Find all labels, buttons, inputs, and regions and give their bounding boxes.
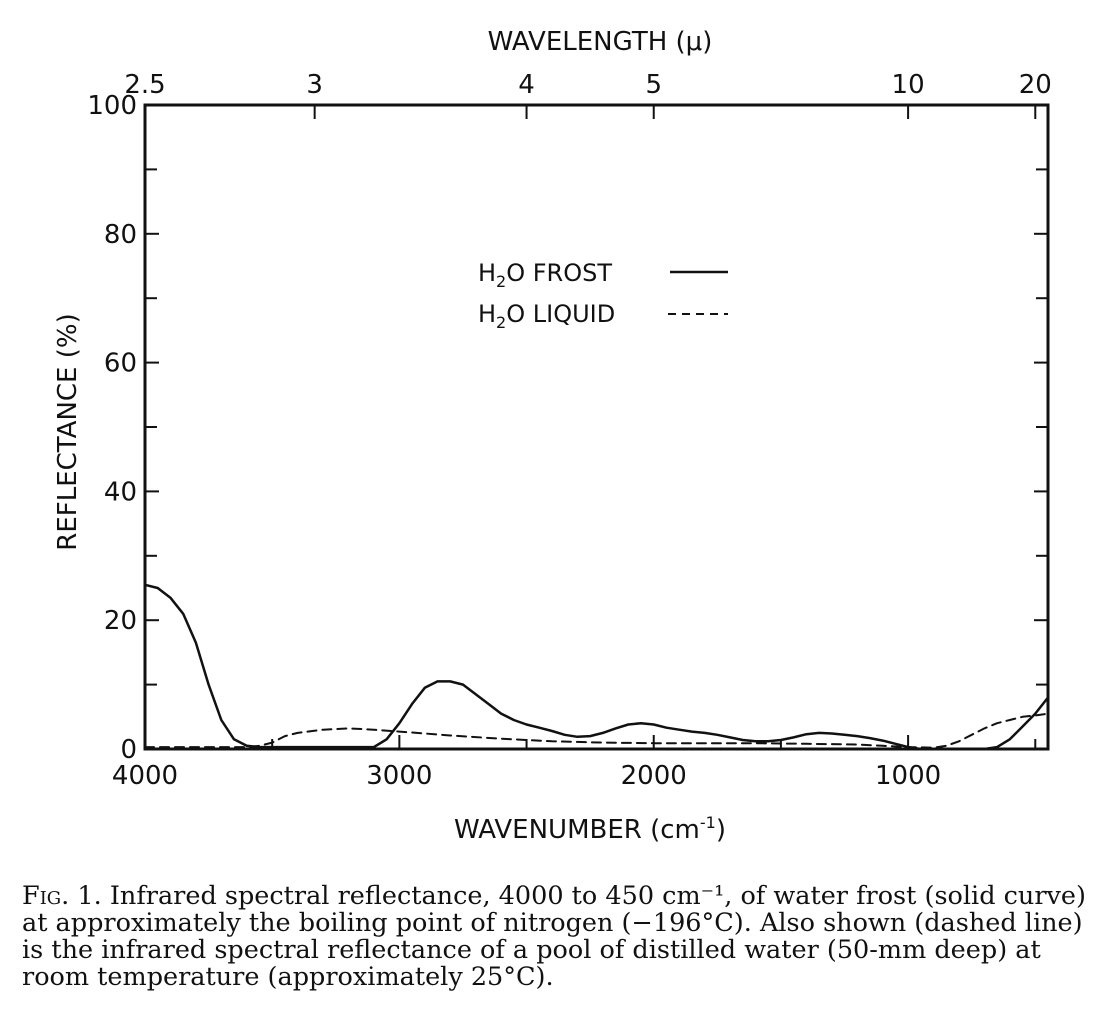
x-axis-title-superscript: -1	[700, 813, 716, 832]
top-tick-label: 4	[518, 70, 535, 100]
y-tick-label: 40	[104, 477, 137, 507]
x-tick-label: 3000	[366, 761, 432, 791]
series-line-liquid	[144, 712, 1049, 749]
top-tick-label: 3	[306, 70, 323, 100]
legend-liquid-sub: 2	[496, 313, 506, 332]
legend-label-frost: H2O FROST	[478, 259, 612, 291]
series-layer	[143, 583, 1050, 751]
caption-figure-label: Fig. 1.	[22, 881, 102, 911]
legend: H2O FROST H2O LIQUID	[478, 259, 728, 332]
x-axis-title-main: WAVENUMBER (cm	[454, 815, 700, 845]
y-tick-label: 100	[87, 91, 137, 121]
tick-labels: 0 20 40 60 80 100 4000 3000 2000 1000 2.5 3 4 5 10 20	[87, 70, 1051, 791]
plot-frame	[143, 103, 1050, 751]
y-axis-title: REFLECTANCE (%)	[53, 313, 83, 550]
tick-marks	[144, 104, 1048, 750]
legend-liquid-post: O LIQUID	[506, 300, 615, 328]
y-tick-label: 80	[104, 220, 137, 250]
legend-liquid-pre: H	[478, 300, 496, 328]
x-tick-label: 1000	[875, 761, 941, 791]
legend-label-liquid: H2O LIQUID	[478, 300, 615, 332]
y-tick-label: 20	[104, 606, 137, 636]
x-tick-label: 4000	[112, 761, 178, 791]
legend-frost-sub: 2	[496, 272, 506, 291]
x-axis-title: WAVENUMBER (cm-1)	[454, 813, 726, 845]
top-axis-title: WAVELENGTH (μ)	[488, 27, 713, 57]
top-tick-label: 20	[1019, 70, 1052, 100]
top-tick-label: 10	[892, 70, 925, 100]
y-tick-label: 60	[104, 349, 137, 379]
figure-caption: Fig. 1. Infrared spectral reflectance, 4…	[22, 883, 1092, 991]
legend-frost-pre: H	[478, 259, 496, 287]
y-tick-label: 0	[120, 735, 137, 765]
top-tick-label: 5	[645, 70, 662, 100]
x-tick-label: 2000	[621, 761, 687, 791]
x-axis-title-close: )	[716, 815, 726, 845]
series-line-frost	[143, 583, 1050, 751]
top-tick-label: 2.5	[124, 70, 165, 100]
caption-text: Infrared spectral reflectance, 4000 to 4…	[22, 881, 1086, 992]
legend-frost-post: O FROST	[506, 259, 612, 287]
